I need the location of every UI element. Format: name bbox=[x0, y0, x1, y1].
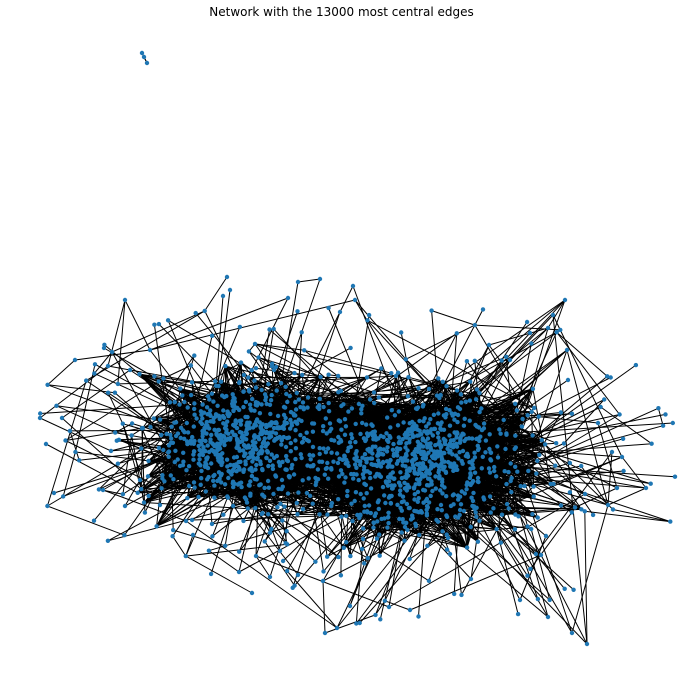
network-edge bbox=[373, 527, 468, 549]
edge-layer bbox=[39, 52, 676, 645]
network-edge bbox=[139, 373, 214, 403]
network-edge bbox=[403, 521, 497, 530]
chart-title: Network with the 13000 most central edge… bbox=[209, 5, 474, 19]
